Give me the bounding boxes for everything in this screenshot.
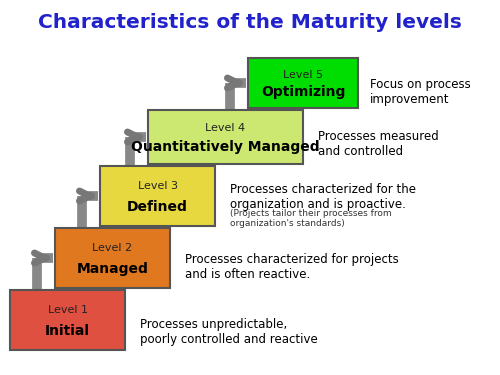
Text: Processes characterized for the
organization and is proactive.: Processes characterized for the organiza… [230,183,416,211]
FancyBboxPatch shape [148,110,303,164]
Text: Managed: Managed [76,262,148,276]
Text: Level 2: Level 2 [92,243,132,253]
Text: Focus on process
improvement: Focus on process improvement [370,78,471,106]
FancyBboxPatch shape [248,58,358,108]
FancyBboxPatch shape [100,166,215,226]
Text: Processes unpredictable,
poorly controlled and reactive: Processes unpredictable, poorly controll… [140,318,318,346]
Text: Quantitatively Managed: Quantitatively Managed [131,140,320,154]
Text: Optimizing: Optimizing [261,85,345,99]
Text: Initial: Initial [45,324,90,338]
Text: Level 5: Level 5 [283,69,323,80]
Text: Processes characterized for projects
and is often reactive.: Processes characterized for projects and… [185,253,399,281]
Text: Defined: Defined [127,200,188,214]
Text: Level 3: Level 3 [138,181,177,191]
Text: Level 4: Level 4 [206,123,246,133]
FancyBboxPatch shape [10,290,125,350]
Text: (Projects tailor their processes from
organization's standards): (Projects tailor their processes from or… [230,209,392,228]
Text: Characteristics of the Maturity levels: Characteristics of the Maturity levels [38,12,462,32]
FancyBboxPatch shape [55,228,170,288]
Text: Processes measured
and controlled: Processes measured and controlled [318,130,439,158]
Text: Level 1: Level 1 [48,305,88,315]
